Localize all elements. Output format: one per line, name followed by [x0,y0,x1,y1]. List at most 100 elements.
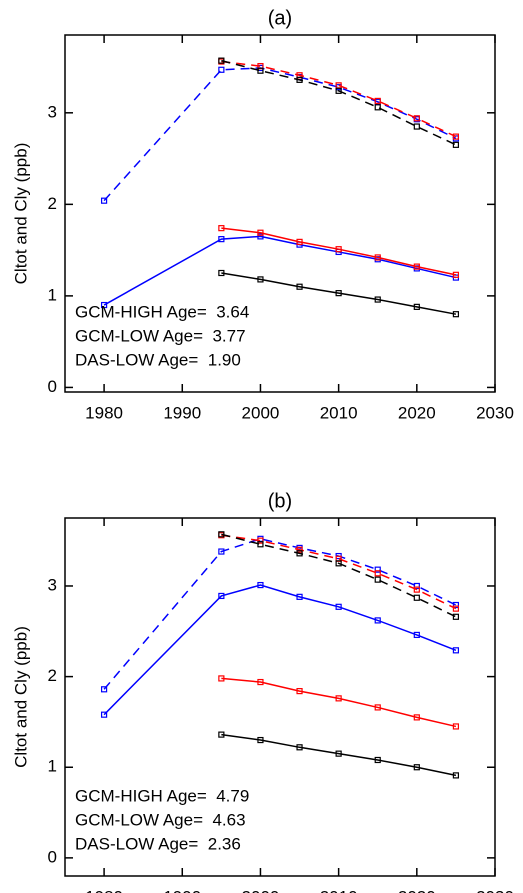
y-axis-label: Cltot and Cly (ppb) [11,143,30,285]
point [257,276,264,283]
series-line [221,677,457,728]
series-line [221,60,457,138]
series-line [221,733,457,777]
series-line [103,67,457,202]
y-tick-label: 1 [48,285,57,304]
x-tick-label: 2010 [320,403,358,422]
series-line [221,534,457,610]
point [296,550,303,557]
series-line [221,533,457,618]
y-tick-label: 2 [48,194,57,213]
point [374,570,381,577]
y-tick-label: 1 [48,757,57,776]
y-tick-label: 0 [48,377,57,396]
point [218,225,225,232]
point [218,531,225,538]
x-tick-label: 1990 [163,887,201,893]
point [257,537,264,544]
x-tick-label: 1980 [85,887,123,893]
point [100,197,108,204]
point [335,560,342,567]
point [296,744,303,751]
point [257,229,264,236]
series-line [221,272,457,315]
point [296,593,303,600]
point [374,566,381,573]
point [374,104,381,111]
point [374,97,381,105]
point [218,66,225,73]
x-tick-label: 2010 [320,887,358,893]
point [452,647,460,654]
point [413,631,420,639]
point [374,704,381,711]
point [257,581,264,589]
series-line [221,59,457,146]
point [413,714,420,721]
point [413,582,420,590]
point [452,605,460,612]
point [413,115,420,122]
point [374,254,381,261]
y-tick-label: 3 [48,575,57,594]
chart-title: (b) [268,490,292,512]
point [296,283,303,290]
point [296,76,303,83]
y-tick-label: 3 [48,102,57,121]
point [335,246,342,253]
point [257,736,264,744]
point [257,541,264,548]
point [296,238,303,245]
point [413,263,420,270]
point [452,271,460,278]
legend-entry: GCM-HIGH Age= 4.79 [75,786,249,805]
legend-entry: GCM-HIGH Age= 3.64 [75,302,249,321]
legend-entry: GCM-LOW Age= 3.77 [75,326,246,345]
point [374,296,381,303]
point [452,723,460,730]
point [100,711,108,718]
x-tick-label: 2030 [476,887,514,893]
point [374,576,381,583]
x-tick-label: 2020 [398,403,436,422]
chart-title: (a) [268,7,292,29]
point [413,586,420,593]
point [413,764,420,771]
y-tick-label: 2 [48,666,57,685]
point [296,546,303,553]
point [257,67,264,74]
y-axis-label: Cltot and Cly (ppb) [11,626,30,768]
series-line [221,227,457,276]
legend-entry: DAS-LOW Age= 2.36 [75,834,241,853]
series-line [103,538,457,690]
point [452,311,460,318]
point [218,548,225,555]
point [218,592,225,600]
point [257,678,264,686]
point [335,695,342,702]
plot-frame [64,34,496,393]
point [374,617,381,624]
series-line [103,235,457,306]
point [218,236,225,243]
point [413,123,420,130]
point [413,303,420,310]
x-tick-label: 1980 [85,403,123,422]
point [257,233,264,240]
point [335,750,342,757]
point [296,688,303,695]
x-tick-label: 2020 [398,887,436,893]
x-tick-label: 1990 [163,403,201,422]
point [218,675,225,682]
point [218,57,225,64]
x-tick-label: 2000 [242,403,280,422]
point [452,133,460,140]
point [452,141,460,148]
point [218,269,225,277]
point [452,613,460,620]
point [335,87,342,94]
plot-frame [64,517,496,877]
point [335,290,342,297]
